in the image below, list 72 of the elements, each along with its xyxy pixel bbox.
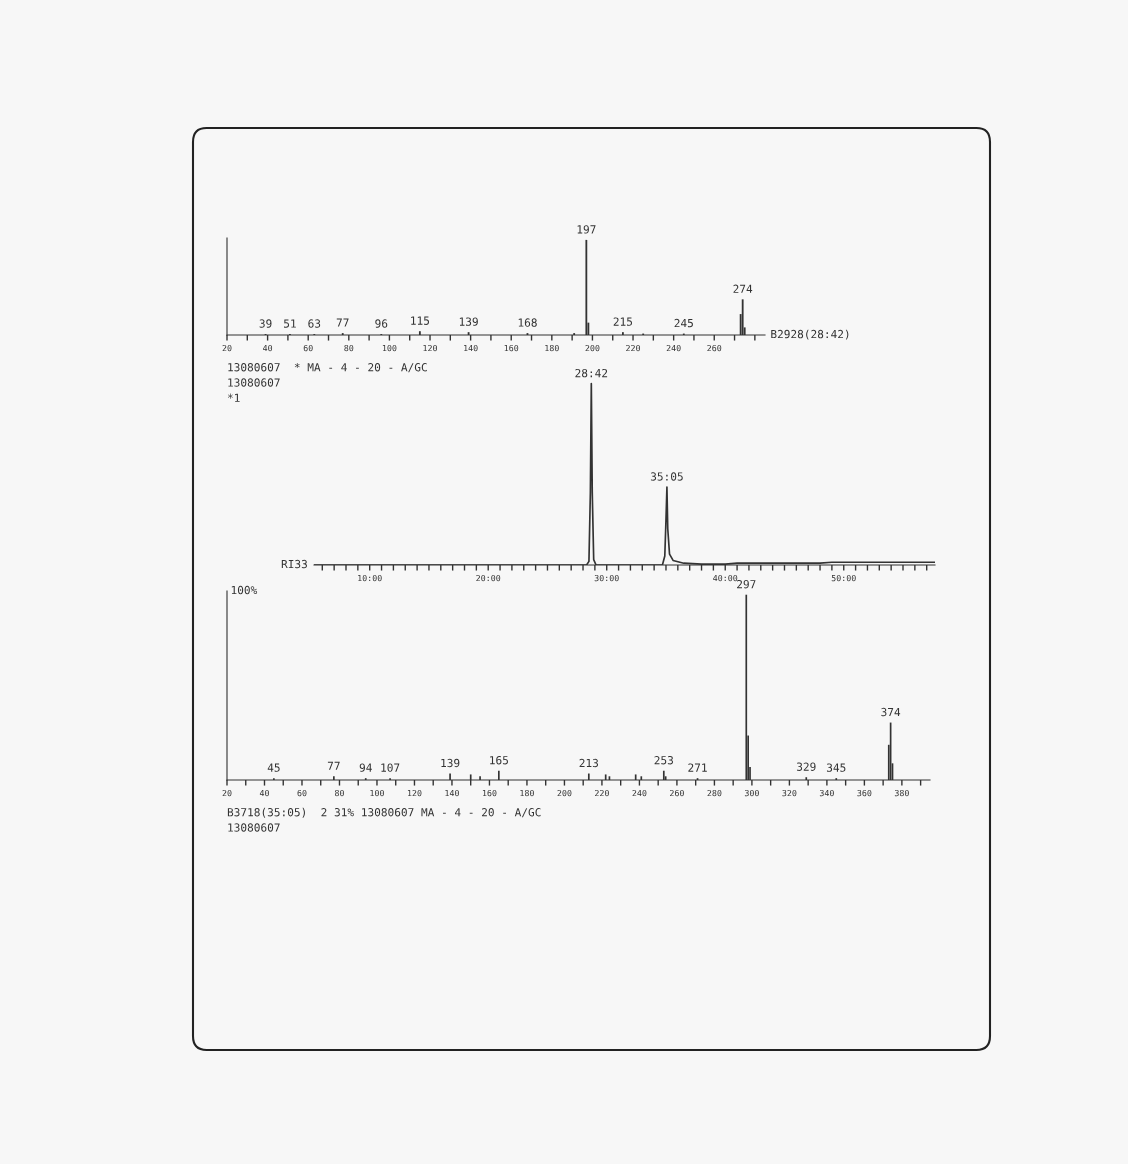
x-tick-label: 380 — [894, 789, 909, 797]
text: 13080607 — [228, 823, 280, 832]
annotation: 115 — [411, 316, 430, 325]
x-tick-label: 320 — [782, 789, 797, 797]
annotation: 77 — [327, 761, 340, 770]
x-tick-label: 160 — [482, 789, 497, 797]
annotation: 96 — [375, 319, 388, 328]
x-tick-label: 40 — [259, 789, 269, 797]
x-tick-label: 200 — [585, 344, 600, 352]
annotation: 28:42 — [575, 368, 608, 378]
x-tick-label: 240 — [666, 344, 681, 352]
x-tick-label: 40 — [263, 344, 273, 352]
annotation: 77 — [336, 318, 349, 327]
x-tick-label: 10:00 — [358, 574, 382, 582]
annotation: 297 — [737, 579, 756, 589]
x-tick-label: 360 — [857, 789, 872, 797]
x-tick-label: 80 — [335, 789, 344, 797]
annotation: 139 — [441, 758, 460, 768]
x-axis-title: B2928(28:42) — [771, 329, 849, 340]
text: B3718(35:05) 2 31% 13080607 MA - 4 - 20 - A/GC — [227, 807, 541, 818]
x-tick-label: 20 — [222, 344, 232, 352]
x-tick-label: 160 — [504, 344, 519, 352]
annotation: 245 — [674, 318, 693, 328]
x-tick-label: 340 — [819, 789, 834, 797]
x-tick-label: 20:00 — [476, 574, 501, 582]
y-axis-title: 100% — [231, 585, 258, 595]
x-tick-label: 140 — [445, 789, 459, 797]
annotation: 107 — [381, 763, 400, 772]
x-tick-label: 240 — [632, 789, 647, 797]
annotation: 51 — [284, 319, 296, 328]
x-tick-label: 60 — [297, 789, 307, 797]
x-tick-label: 260 — [707, 344, 722, 352]
x-tick-label: 40:00 — [713, 574, 738, 582]
x-tick-label: 280 — [707, 789, 722, 797]
annotation: 165 — [490, 756, 508, 765]
annotation: 139 — [459, 317, 478, 326]
annotation: 35:05 — [650, 472, 683, 481]
x-tick-label: 100 — [370, 789, 384, 797]
annotation: 345 — [826, 763, 846, 772]
annotation: 253 — [654, 756, 673, 765]
annotation: 271 — [688, 763, 707, 772]
annotation: 168 — [518, 318, 537, 327]
text: 13080607 * MA - 4 - 20 - A/GC — [228, 363, 427, 373]
x-tick-label: 50:00 — [831, 574, 856, 582]
annotation: 39 — [259, 319, 272, 328]
x-tick-label: 120 — [407, 789, 422, 797]
x-tick-label: 60 — [303, 344, 313, 352]
x-tick-label: 80 — [344, 344, 354, 352]
annotation: 215 — [613, 317, 633, 326]
annotation: 197 — [577, 225, 596, 234]
y-axis-title: RI33 — [281, 559, 307, 569]
annotation: 329 — [796, 762, 816, 771]
annotation: 94 — [359, 763, 372, 772]
x-tick-label: 180 — [520, 789, 534, 797]
x-tick-label: 220 — [595, 789, 609, 797]
x-tick-label: 30:00 — [594, 574, 619, 582]
text: 13080607 — [228, 378, 280, 387]
annotation: 45 — [267, 763, 280, 772]
x-tick-label: 100 — [382, 344, 397, 352]
x-tick-label: 140 — [464, 344, 478, 352]
annotation: 213 — [579, 758, 599, 768]
x-tick-label: 180 — [545, 344, 559, 352]
annotation: 63 — [308, 319, 321, 328]
text: *1 — [227, 393, 240, 402]
x-tick-label: 220 — [626, 344, 641, 352]
x-tick-label: 260 — [670, 789, 684, 797]
annotation: 274 — [733, 284, 753, 293]
x-tick-label: 300 — [744, 789, 759, 797]
x-tick-label: 120 — [423, 344, 437, 352]
x-tick-label: 20 — [222, 789, 232, 797]
annotation: 374 — [881, 707, 901, 717]
x-tick-label: 200 — [557, 789, 572, 797]
